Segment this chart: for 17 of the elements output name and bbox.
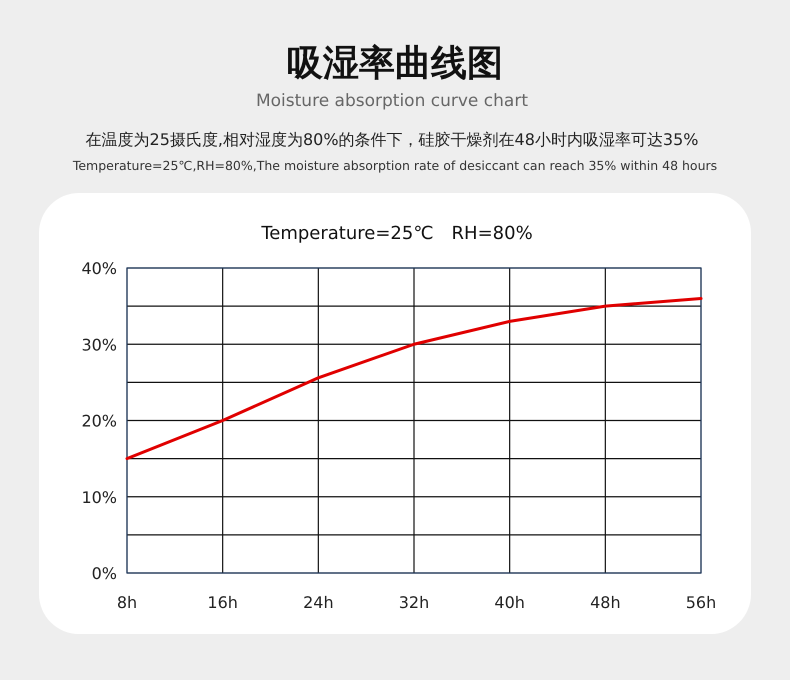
x-tick-label: 48h bbox=[590, 593, 621, 612]
x-tick-label: 40h bbox=[494, 593, 525, 612]
y-tick-label: 40% bbox=[81, 259, 117, 278]
x-tick-label: 8h bbox=[116, 593, 138, 612]
x-tick-label: 56h bbox=[686, 593, 716, 612]
y-tick-label: 0% bbox=[92, 564, 117, 583]
subtitle: Moisture absorption curve chart bbox=[256, 91, 528, 111]
y-tick-label: 10% bbox=[81, 488, 117, 507]
x-tick-label: 24h bbox=[303, 593, 334, 612]
annotation: Temperature=25℃ RH=80% bbox=[261, 223, 533, 244]
y-tick-label: 20% bbox=[81, 412, 117, 430]
y-tick-label: 30% bbox=[81, 335, 117, 354]
annotation: 在温度为25摄氏度,相对湿度为80%的条件下，硅胶干燥剂在48小时内吸湿率可达35% bbox=[86, 130, 698, 149]
title: 吸湿率曲线图 bbox=[287, 43, 503, 84]
annotation: Temperature=25℃,RH=80%,The moisture absorption rate of desiccant can reach 35% within 48 hours bbox=[72, 158, 718, 173]
x-tick-label: 32h bbox=[398, 593, 430, 612]
x-tick-label: 16h bbox=[207, 593, 238, 612]
